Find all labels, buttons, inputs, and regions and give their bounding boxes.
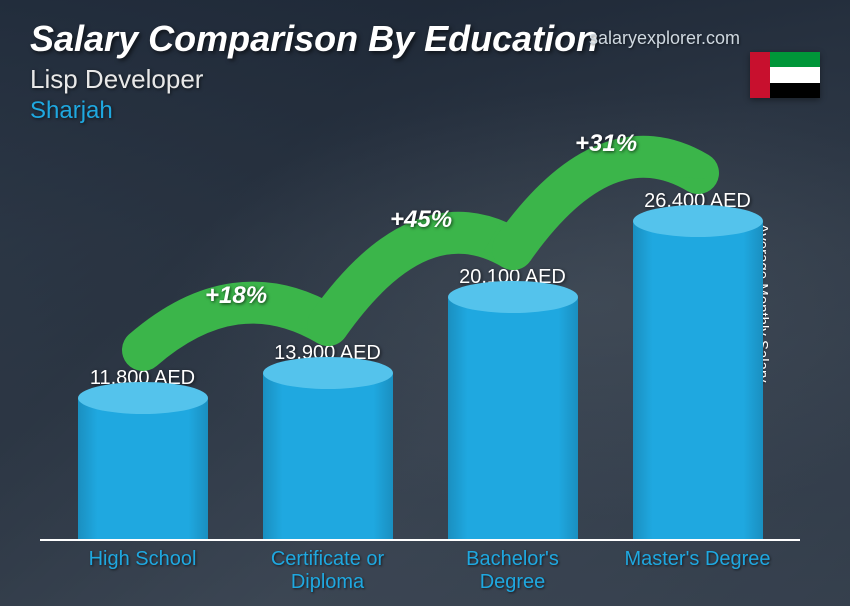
- bar-group: 26,400 AED: [618, 190, 778, 541]
- category-labels: High School Certificate or Diploma Bachelo…: [50, 548, 790, 594]
- bar-body: [633, 221, 763, 541]
- bar-top-ellipse: [448, 281, 578, 313]
- bar: [78, 398, 208, 541]
- chart-subtitle: Lisp Developer: [30, 64, 820, 95]
- category-label: Certificate or Diploma: [248, 548, 408, 594]
- uae-flag-icon: [750, 52, 820, 98]
- chart-baseline: [40, 539, 800, 541]
- bar-body: [448, 297, 578, 541]
- bar-body: [263, 373, 393, 541]
- bar: [263, 373, 393, 541]
- category-label: Bachelor's Degree: [433, 548, 593, 594]
- bar: [633, 221, 763, 541]
- bar-group: 13,900 AED: [248, 342, 408, 541]
- bar-top-ellipse: [633, 205, 763, 237]
- bar-group: 11,800 AED: [63, 367, 223, 541]
- bar-top-ellipse: [263, 357, 393, 389]
- chart-location: Sharjah: [30, 97, 820, 125]
- bar-body: [78, 398, 208, 541]
- flag-hoist: [750, 52, 770, 98]
- bar-chart: 11,800 AED13,900 AED20,100 AED26,400 AED…: [50, 141, 790, 541]
- bar-top-ellipse: [78, 382, 208, 414]
- watermark-text: salaryexplorer.com: [589, 28, 740, 49]
- category-label: High School: [63, 548, 223, 594]
- category-label: Master's Degree: [618, 548, 778, 594]
- bar-group: 20,100 AED: [433, 266, 593, 541]
- bar: [448, 297, 578, 541]
- bars-container: 11,800 AED13,900 AED20,100 AED26,400 AED: [50, 141, 790, 541]
